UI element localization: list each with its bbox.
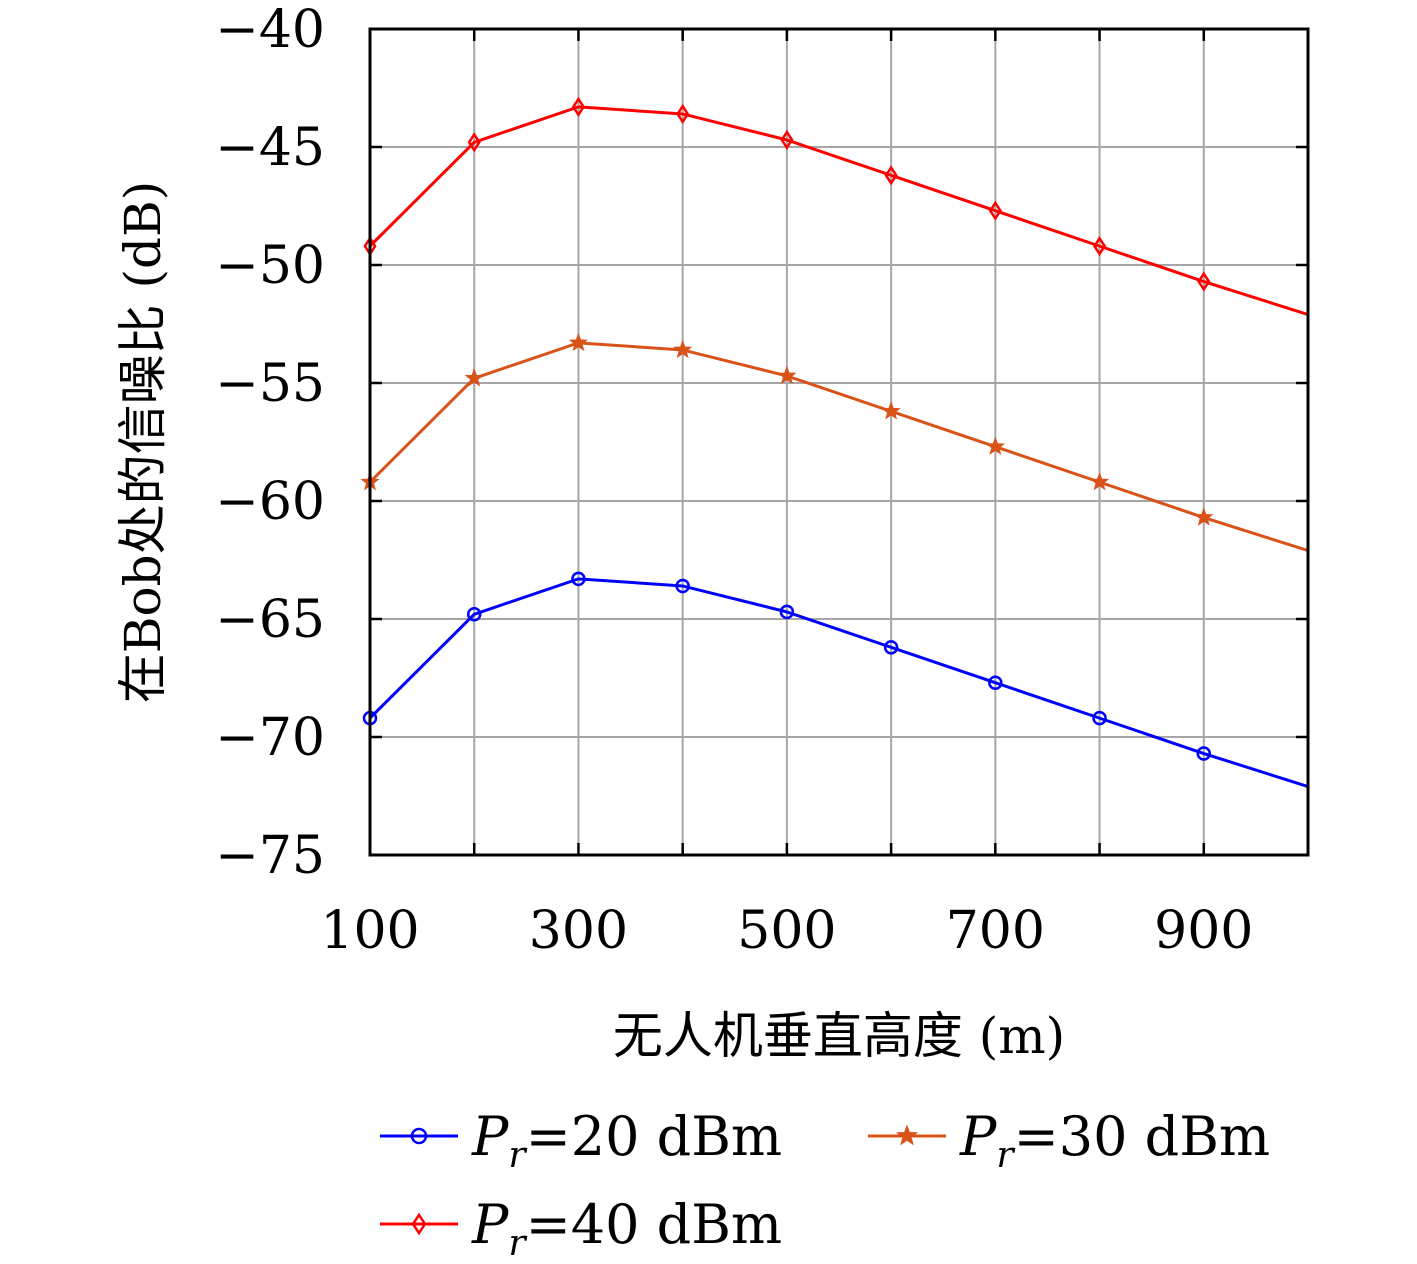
data-point (780, 129, 794, 151)
x-tick-label: 500 (737, 901, 836, 961)
data-point (779, 604, 795, 620)
data-point (1197, 271, 1211, 292)
y-tick-label: −60 (215, 472, 325, 532)
x-tick-label: 900 (1154, 901, 1253, 961)
data-point (1089, 471, 1110, 491)
data-point (411, 1212, 427, 1236)
x-tick-label: 100 (320, 901, 419, 961)
y-tick-label: −45 (215, 118, 325, 178)
tick-labels: 100 300 500 700 900 −40 −45 −50 −55 −60 −65 −70 −75 (215, 0, 1253, 961)
series-line (368, 577, 1309, 788)
data-point (895, 1124, 919, 1146)
legend-label: Pr=30 dBm (959, 1105, 1270, 1176)
tick-marks (370, 27, 1308, 857)
series-line (368, 105, 1309, 316)
series-1 (362, 571, 1309, 788)
grid-lines (370, 29, 1308, 855)
data-point (884, 165, 898, 186)
data-point (988, 200, 1002, 221)
data-point (985, 436, 1005, 455)
x-tick-label: 700 (946, 901, 1045, 961)
legend-label: Pr=40 dBm (471, 1193, 782, 1264)
data-point (777, 365, 797, 385)
y-tick-label: −70 (215, 708, 325, 768)
data-point (571, 96, 586, 117)
series-line (368, 341, 1309, 552)
data-point (881, 401, 901, 420)
data-point (988, 675, 1003, 690)
data-point (673, 339, 693, 359)
y-tick-label: −40 (215, 0, 325, 60)
x-axis-label: 无人机垂直高度 (m) (613, 1007, 1065, 1065)
series-3 (363, 96, 1309, 316)
legend-item: Pr=40 dBm (380, 1193, 782, 1264)
legend: Pr=20 dBm Pr=30 dBm Pr=40 dBm (380, 1105, 1270, 1264)
data-point (467, 132, 481, 153)
plot-frame (368, 27, 1310, 857)
legend-label: Pr=20 dBm (471, 1105, 782, 1176)
data-point (1092, 236, 1107, 257)
series-layer (360, 96, 1309, 788)
series-2 (360, 332, 1309, 552)
y-tick-label: −75 (215, 826, 325, 886)
legend-item: Pr=30 dBm (868, 1105, 1270, 1176)
data-point (1092, 710, 1107, 726)
data-point (1194, 507, 1214, 526)
y-tick-label: −65 (215, 590, 325, 650)
y-tick-label: −50 (215, 236, 325, 296)
data-point (466, 607, 482, 622)
y-axis-label: 在Bob处的信噪比 (dB) (114, 181, 172, 704)
data-point (568, 332, 589, 352)
data-point (1196, 746, 1212, 761)
legend-item: Pr=20 dBm (380, 1105, 782, 1176)
y-tick-label: −55 (215, 354, 325, 414)
data-point (571, 571, 586, 587)
data-point (675, 578, 690, 594)
data-point (410, 1127, 428, 1145)
data-point (464, 368, 484, 387)
data-point (676, 103, 690, 125)
x-tick-label: 300 (529, 901, 628, 961)
data-point (883, 640, 899, 655)
